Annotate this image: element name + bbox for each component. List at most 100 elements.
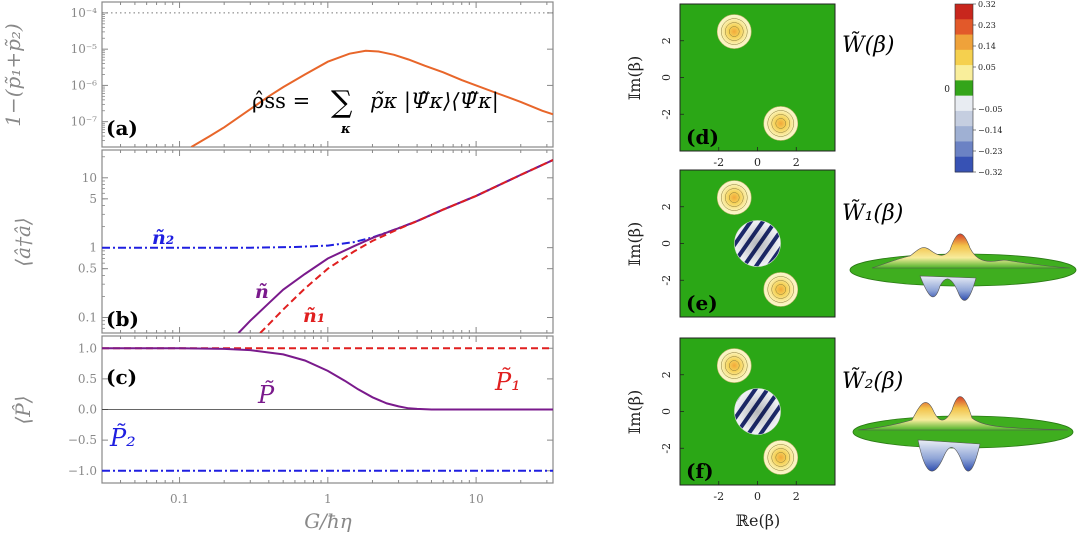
contour-ring (775, 118, 786, 129)
map-y-tick-label: -2 (660, 275, 673, 286)
contour-ring (771, 448, 790, 467)
series-group (102, 347, 553, 472)
x-tick-label: 0.1 (170, 492, 189, 506)
title-W: W̃(β) (842, 32, 895, 58)
panel-label-b: (b) (106, 307, 139, 331)
label-n2: ñ₂ (152, 227, 174, 249)
map-x-tick-label: 0 (754, 156, 761, 169)
map-f: 2 0 -2 -2 0 2 (f) (660, 337, 836, 503)
contour-ring (775, 452, 786, 463)
series-line-n2 (259, 159, 553, 333)
surface-W1-peaks (871, 233, 1071, 269)
panel-label-c: (c) (106, 365, 137, 389)
title-W1: W̃₁(β) (842, 200, 903, 226)
colorbar-swatch (955, 49, 973, 66)
series-group (102, 159, 553, 333)
series-group (190, 49, 553, 147)
formula-rhs: p̃κ |Ψ̃κ⟩⟨Ψ̃κ| (370, 89, 499, 114)
map-x-tick-label: 2 (793, 156, 800, 169)
label-P1: P̃₁ (494, 368, 521, 396)
re-label: ℝe(β) (736, 511, 781, 530)
contour-ring (721, 18, 748, 45)
contour-ring (771, 280, 790, 299)
y-tick-label: 1.0 (78, 341, 97, 355)
colorbar-tick-label: −0.14 (978, 126, 1003, 135)
formula-lhs: ρ̂ss = (252, 89, 310, 113)
contour-ring (721, 184, 748, 211)
contour-ring (721, 352, 748, 379)
map-y-tick-label: -2 (660, 109, 673, 120)
contour-ring (729, 360, 740, 371)
formula-kappa: κ (340, 122, 351, 137)
colorbar-swatch (955, 19, 973, 36)
panel-a-frame (101, 1, 554, 148)
colorbar-swatch (955, 126, 973, 142)
label-P2: P̃₂ (109, 424, 136, 452)
contour-ring (725, 356, 744, 375)
map-x-tick-label: -2 (713, 156, 724, 169)
map-e: 2 0 -2 (e) (660, 169, 836, 318)
fringe-shade (734, 220, 781, 267)
formula-sum: ∑ (331, 85, 353, 120)
y-tick-label: 10 (82, 171, 97, 185)
colorbar-swatch (955, 95, 973, 112)
colorbar-tick-label: 0 (944, 85, 950, 95)
y-tick-label: 1 (89, 241, 97, 255)
panel-b-plot: 10 5 1 0.5 0.1 (78, 150, 553, 334)
label-n: ñ (255, 281, 269, 303)
contour-ring (725, 188, 744, 207)
contour-ring (767, 444, 794, 471)
map-y-tick-label: 0 (660, 74, 673, 81)
series-line-n2 (102, 347, 553, 411)
y-tick-label: 10⁻⁴ (71, 6, 98, 20)
label-P: P̃ (257, 381, 275, 409)
fringe-shade (734, 388, 781, 435)
x-tick-label: 1 (324, 492, 332, 506)
y-tick-label: 0.0 (78, 403, 97, 417)
contour-ring (767, 110, 794, 137)
map-y-tick-label: 2 (660, 37, 673, 44)
colorbar-tick-label: 0.14 (978, 42, 996, 51)
gaussian-blob (763, 440, 799, 475)
y-label-b: ⟨â†â⟩ (11, 217, 35, 266)
surface-W1-troughs (919, 275, 977, 301)
x-tick-label: 10 (468, 492, 483, 506)
map-y-tick-label: 0 (660, 408, 673, 415)
surface-W2-troughs (917, 439, 981, 472)
contour-ring (767, 276, 794, 303)
colorbar-swatch (955, 110, 973, 127)
panel-label-e: (e) (686, 291, 718, 315)
panel-a-plot: 10⁻⁴ 10⁻⁵ 10⁻⁶ 10⁻⁷ (71, 1, 553, 148)
panel-label-a: (a) (106, 116, 138, 140)
colorbar-swatch (955, 34, 973, 51)
y-tick-label: 10⁻⁵ (71, 42, 98, 56)
map-x-tick-label: 2 (793, 490, 800, 503)
map-y-tick-label: 2 (660, 371, 673, 378)
series-line-curve (190, 49, 553, 147)
surface-W2-peaks (857, 396, 1069, 431)
y-tick-label: −1.0 (68, 464, 97, 478)
colorbar-tick-label: −0.23 (978, 147, 1003, 156)
surface-W1 (849, 233, 1077, 301)
label-n1: ñ₁ (303, 305, 325, 327)
y-tick-label: 0.5 (78, 262, 97, 276)
colorbar-tick-label: 0.32 (978, 0, 996, 9)
gaussian-blob (763, 272, 799, 307)
contour-ring (771, 114, 790, 133)
y-tick-label: 10⁻⁶ (71, 78, 98, 92)
title-W2: W̃₂(β) (842, 368, 903, 394)
y-tick-label: 0.1 (78, 311, 97, 325)
panel-c-plot: 1.0 0.5 0.0 −0.5 −1.0 0.1 1 10 (68, 336, 553, 506)
gaussian-blob (763, 106, 799, 141)
gaussian-blob (716, 348, 752, 383)
gaussian-blob (716, 14, 752, 49)
panel-label-d: (d) (686, 125, 719, 149)
colorbar-tick-label: −0.05 (978, 105, 1003, 114)
x-label: G/ħη (304, 509, 352, 533)
colorbar-tick-label: −0.32 (978, 168, 1003, 177)
y-label-c: ⟨P̂⟩ (11, 395, 35, 424)
im-label-e: 𝕀m(β) (625, 222, 644, 266)
y-label-a: 1−(p̃₁+p̃₂) (1, 23, 25, 127)
panel-label-f: (f) (686, 459, 714, 483)
